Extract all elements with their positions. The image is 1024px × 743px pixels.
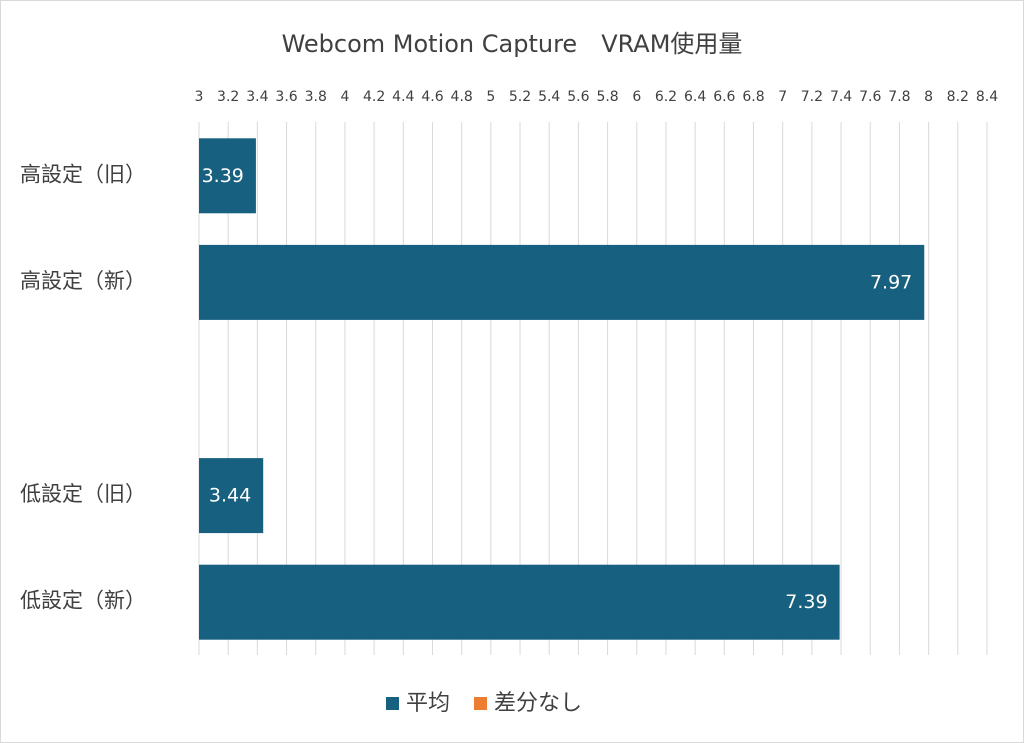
x-tick-label: 3.6 [275, 89, 297, 105]
bar [199, 564, 840, 640]
x-tick-label: 3.4 [246, 89, 268, 105]
x-tick-label: 6.8 [742, 89, 764, 105]
y-tick-label: 低設定（新） [20, 589, 146, 613]
x-tick-label: 3 [195, 89, 204, 105]
data-label: 7.97 [870, 271, 912, 293]
data-label: 3.39 [202, 165, 244, 187]
x-tick-label: 6.4 [684, 89, 706, 105]
x-tick-label: 5.4 [538, 89, 560, 105]
x-tick-label: 4.2 [363, 89, 385, 105]
legend-label: 平均 [406, 691, 450, 716]
x-tick-label: 7.2 [801, 89, 823, 105]
x-tick-label: 5.2 [509, 89, 531, 105]
x-tick-label: 7.8 [888, 89, 910, 105]
x-tick-label: 8 [924, 89, 933, 105]
data-label: 7.39 [785, 591, 827, 613]
x-tick-label: 6.6 [713, 89, 735, 105]
x-tick-label: 3.2 [217, 89, 239, 105]
x-tick-label: 7.6 [859, 89, 881, 105]
x-tick-label: 6 [632, 89, 641, 105]
chart-title: Webcom Motion Capture VRAM使用量 [282, 30, 743, 58]
bar [199, 244, 925, 320]
legend-swatch [474, 697, 488, 710]
y-tick-label: 低設定（旧） [20, 482, 146, 506]
x-tick-label: 7.4 [830, 89, 852, 105]
bar [199, 458, 264, 534]
y-tick-label: 高設定（旧） [20, 162, 146, 186]
x-tick-label: 6.2 [655, 89, 677, 105]
x-tick-label: 5.6 [567, 89, 589, 105]
x-tick-label: 5 [486, 89, 495, 105]
data-label: 3.44 [209, 485, 251, 507]
x-tick-label: 4.8 [451, 89, 473, 105]
legend-swatch [386, 697, 399, 710]
x-tick-label: 8.2 [947, 89, 969, 105]
bar [199, 138, 256, 214]
x-tick-label: 3.8 [305, 89, 327, 105]
x-tick-label: 7 [778, 89, 787, 105]
x-tick-label: 8.4 [976, 89, 998, 105]
x-tick-label: 4.6 [421, 89, 443, 105]
legend-label: 差分なし [494, 691, 582, 716]
x-tick-label: 4 [340, 89, 349, 105]
y-tick-label: 高設定（新） [20, 269, 146, 293]
x-tick-label: 5.8 [596, 89, 618, 105]
x-tick-label: 4.4 [392, 89, 414, 105]
